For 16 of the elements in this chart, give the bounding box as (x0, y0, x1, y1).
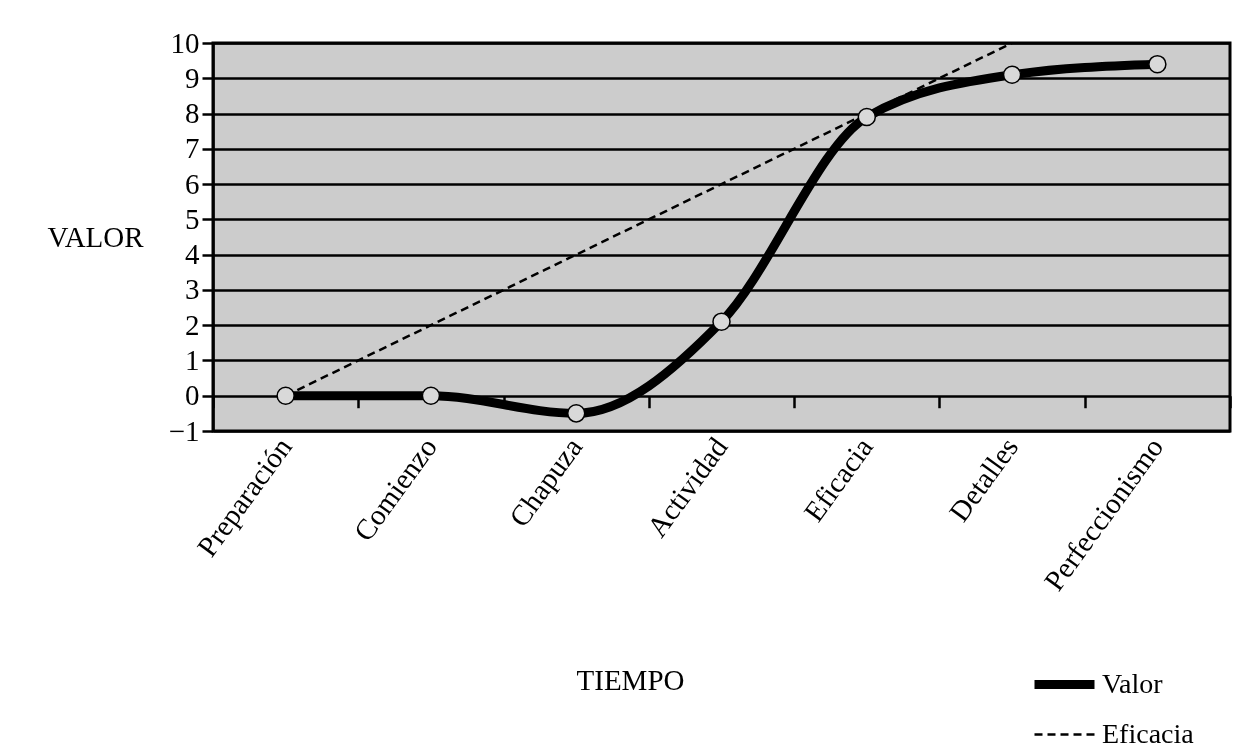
x-axis-title: TIEMPO (576, 663, 685, 696)
y-tick-label: 7 (185, 132, 200, 165)
y-tick-label: 0 (185, 379, 200, 412)
y-tick-label: 8 (185, 97, 200, 130)
y-tick-label: 3 (185, 273, 200, 306)
y-tick-label: 6 (185, 167, 200, 200)
y-tick-label: 2 (185, 308, 200, 341)
y-tick-label: 5 (185, 202, 200, 235)
y-tick-label: 4 (185, 238, 200, 271)
legend-label: Eficacia (1102, 717, 1195, 749)
y-axis-title: VALOR (47, 220, 145, 253)
y-tick-label: −1 (168, 414, 200, 447)
y-tick-label: 10 (170, 26, 200, 59)
y-tick-label: 9 (185, 61, 200, 94)
legend-label: Valor (1102, 667, 1164, 699)
y-tick-label: 1 (185, 343, 200, 376)
